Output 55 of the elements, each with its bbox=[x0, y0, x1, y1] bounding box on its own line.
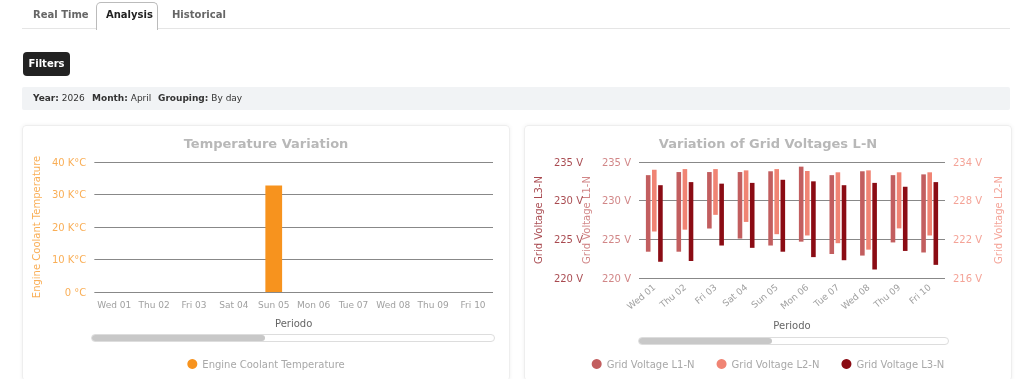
x-tick-label: Sat 04 bbox=[219, 299, 249, 310]
y-tick-label: 0 °C bbox=[64, 286, 87, 298]
text: Year: bbox=[33, 93, 59, 103]
text: Grouping: bbox=[158, 93, 209, 103]
y-tick-label: 10 K°C bbox=[51, 254, 87, 265]
chart-title: Variation of Grid Voltages L-N bbox=[658, 136, 878, 151]
text: Month: bbox=[92, 93, 128, 103]
x-tick-label: Sat 04 bbox=[720, 282, 750, 309]
y3-tick-label: 220 V bbox=[553, 272, 584, 284]
text: Historical bbox=[172, 9, 226, 20]
legend-label: Grid Voltage L1-N bbox=[606, 358, 695, 370]
text: Real Time bbox=[33, 9, 89, 20]
legend-label: Engine Coolant Temperature bbox=[202, 358, 345, 370]
x-tick-label: Wed 08 bbox=[376, 299, 411, 310]
x-tick-label: Mon 06 bbox=[778, 282, 811, 312]
x-tick-label: Tue 07 bbox=[337, 299, 369, 310]
legend-label: Grid Voltage L3-N bbox=[856, 358, 945, 370]
y-tick-label: 30 K°C bbox=[51, 189, 87, 200]
x-tick-label: Thu 02 bbox=[137, 299, 170, 310]
x-tick-label: Fri 10 bbox=[907, 282, 934, 306]
y2-axis-title: Grid Voltage L2-N bbox=[992, 176, 1004, 264]
x-tick-label: Fri 10 bbox=[460, 299, 486, 310]
y-tick-label: 40 K°C bbox=[51, 156, 87, 168]
y3-tick-label: 230 V bbox=[553, 195, 584, 207]
y3-axis-title: Grid Voltage L3-N bbox=[532, 176, 544, 264]
text: Analysis bbox=[106, 9, 153, 20]
x-tick-label: Thu 02 bbox=[657, 282, 689, 311]
y-tick-label: 20 K°C bbox=[51, 221, 87, 233]
y2-tick-label: 234 V bbox=[952, 156, 983, 168]
x-tick-label: Tue 07 bbox=[811, 282, 842, 310]
x-tick-label: Sun 05 bbox=[258, 299, 290, 310]
y-tick-label: 235 V bbox=[601, 156, 632, 168]
y2-tick-label: 222 V bbox=[952, 233, 983, 245]
x-tick-label: Thu 09 bbox=[871, 281, 903, 311]
x-tick-label: Mon 06 bbox=[296, 299, 331, 310]
legend-label: Grid Voltage L2-N bbox=[731, 358, 820, 370]
y2-tick-label: 216 V bbox=[952, 272, 983, 284]
text: April bbox=[129, 93, 152, 103]
text: 2026 bbox=[60, 93, 85, 103]
y2-tick-label: 228 V bbox=[952, 195, 983, 207]
y3-tick-label: 235 V bbox=[553, 156, 584, 168]
x-tick-label: Fri 03 bbox=[693, 282, 719, 306]
y-tick-label: 230 V bbox=[601, 195, 632, 207]
x-tick-label: Thu 09 bbox=[416, 299, 450, 310]
text: Filters bbox=[23, 52, 70, 76]
x-tick-label: Sun 05 bbox=[749, 282, 780, 311]
x-axis-title: Periodo bbox=[275, 317, 313, 329]
y-tick-label: 225 V bbox=[601, 233, 632, 245]
y-axis-title: Engine Coolant Temperature bbox=[30, 155, 42, 299]
text: By day bbox=[210, 93, 243, 103]
x-tick-label: Wed 01 bbox=[97, 299, 132, 310]
x-tick-label: Fri 03 bbox=[181, 299, 207, 310]
x-axis-title: Periodo bbox=[773, 319, 811, 331]
chart-title: Temperature Variation bbox=[183, 136, 349, 151]
y-tick-label: 220 V bbox=[601, 272, 632, 284]
